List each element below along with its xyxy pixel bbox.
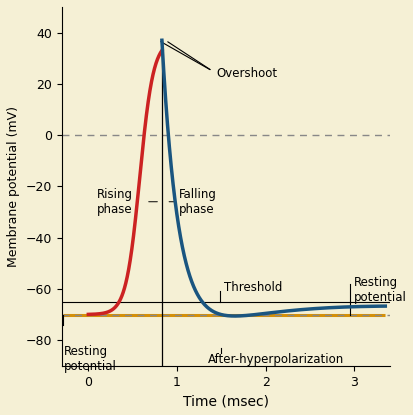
Y-axis label: Membrane potential (mV): Membrane potential (mV) <box>7 106 20 267</box>
Text: Resting
potential: Resting potential <box>353 276 405 304</box>
Text: Overshoot: Overshoot <box>216 67 277 80</box>
Text: After-hyperpolarization: After-hyperpolarization <box>207 353 344 366</box>
Text: Threshold: Threshold <box>223 281 282 294</box>
X-axis label: Time (msec): Time (msec) <box>182 394 268 408</box>
Text: Falling
phase: Falling phase <box>178 188 216 216</box>
Text: Rising
phase: Rising phase <box>97 188 133 216</box>
Text: Resting
potential: Resting potential <box>63 345 116 373</box>
